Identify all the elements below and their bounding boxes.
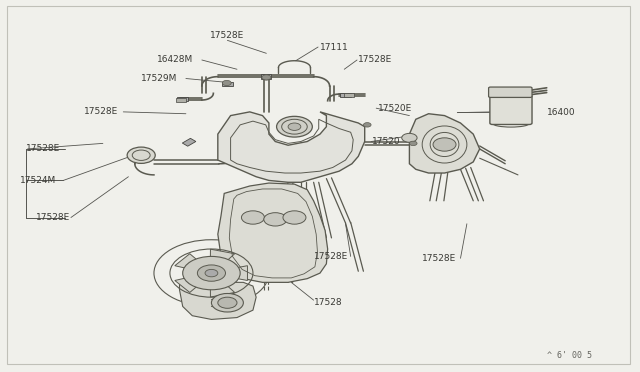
Polygon shape	[217, 266, 248, 280]
Circle shape	[211, 294, 243, 312]
Circle shape	[127, 147, 156, 163]
Bar	[340, 93, 351, 97]
Circle shape	[288, 123, 301, 131]
Circle shape	[205, 269, 218, 277]
Text: 17520E: 17520E	[378, 104, 412, 113]
Bar	[221, 82, 233, 86]
Circle shape	[433, 138, 456, 151]
Text: 17111: 17111	[320, 42, 349, 51]
Polygon shape	[211, 249, 235, 270]
Text: 17520: 17520	[372, 137, 401, 146]
Circle shape	[197, 265, 225, 281]
Circle shape	[364, 123, 371, 127]
Text: 17524M: 17524M	[20, 176, 56, 185]
Bar	[261, 74, 271, 78]
Text: 17528E: 17528E	[314, 252, 348, 261]
Bar	[177, 97, 188, 101]
Text: 17528E: 17528E	[211, 31, 244, 39]
Circle shape	[241, 211, 264, 224]
Polygon shape	[175, 273, 209, 292]
Text: 17528E: 17528E	[26, 144, 61, 153]
Polygon shape	[211, 276, 235, 297]
Text: 17528E: 17528E	[84, 108, 118, 116]
Bar	[175, 98, 186, 102]
Polygon shape	[218, 112, 365, 182]
Bar	[344, 93, 354, 97]
Circle shape	[262, 75, 271, 80]
Polygon shape	[218, 183, 328, 282]
Circle shape	[182, 256, 240, 290]
FancyBboxPatch shape	[490, 95, 532, 125]
Circle shape	[276, 116, 312, 137]
Circle shape	[264, 213, 287, 226]
Text: 16400: 16400	[547, 108, 576, 117]
Text: 17528E: 17528E	[36, 213, 70, 222]
Text: 17528E: 17528E	[358, 55, 392, 64]
Bar	[182, 138, 196, 146]
Text: 17528: 17528	[314, 298, 342, 307]
FancyBboxPatch shape	[488, 87, 532, 97]
Circle shape	[402, 134, 417, 142]
Text: ^ 6' 00 5: ^ 6' 00 5	[547, 351, 592, 360]
Polygon shape	[175, 254, 209, 273]
Circle shape	[218, 297, 237, 308]
Circle shape	[283, 211, 306, 224]
Text: 17528E: 17528E	[422, 254, 456, 263]
Text: 16428M: 16428M	[157, 55, 193, 64]
Text: 17529M: 17529M	[141, 74, 177, 83]
Polygon shape	[179, 282, 256, 320]
Polygon shape	[410, 114, 479, 173]
Circle shape	[222, 80, 231, 86]
Circle shape	[410, 141, 417, 145]
Circle shape	[262, 75, 271, 80]
